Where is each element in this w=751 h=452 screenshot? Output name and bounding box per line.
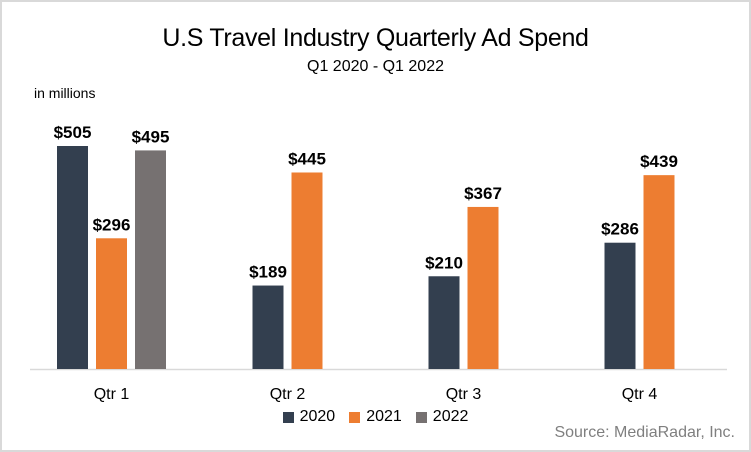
data-label: $367 — [464, 184, 502, 203]
bar-qtr-2-2020 — [252, 285, 284, 369]
data-label: $439 — [640, 152, 678, 171]
legend-item-2020: 2020 — [282, 408, 336, 426]
data-label: $296 — [93, 215, 131, 234]
data-label: $445 — [288, 149, 326, 168]
source-note: Source: MediaRadar, Inc. — [554, 424, 735, 441]
legend-swatch — [415, 411, 427, 423]
legend-label: 2021 — [366, 408, 402, 425]
data-label: $286 — [601, 220, 639, 239]
chart-subtitle: Q1 2020 - Q1 2022 — [307, 58, 444, 75]
legend-item-2021: 2021 — [349, 408, 402, 426]
x-tick-label: Qtr 1 — [94, 386, 130, 403]
x-tick-label: Qtr 2 — [270, 386, 306, 403]
chart-title: U.S Travel Industry Quarterly Ad Spend — [162, 24, 589, 52]
data-label: $210 — [425, 253, 463, 272]
data-label: $189 — [249, 263, 287, 282]
legend-swatch — [349, 411, 361, 423]
bar-qtr-4-2021 — [643, 175, 675, 369]
bar-qtr-1-2021 — [96, 238, 127, 369]
data-label: $495 — [132, 127, 170, 146]
bar-qtr-1-2022 — [135, 150, 166, 369]
legend-label: 2020 — [299, 408, 336, 425]
x-tick-label: Qtr 4 — [622, 386, 658, 403]
legend-swatch — [282, 411, 294, 423]
bar-qtr-1-2020 — [57, 146, 88, 369]
data-label: $505 — [54, 123, 92, 142]
unit-label: in millions — [34, 85, 96, 101]
bar-qtr-3-2021 — [467, 206, 499, 369]
bar-qtr-2-2021 — [291, 172, 323, 369]
legend-label: 2022 — [432, 408, 469, 425]
bar-qtr-4-2020 — [604, 242, 636, 369]
legend-item-2022: 2022 — [415, 408, 469, 426]
bar-qtr-3-2020 — [428, 276, 460, 369]
x-tick-label: Qtr 3 — [446, 386, 482, 403]
legend: 2020 2021 2022 — [0, 408, 751, 426]
